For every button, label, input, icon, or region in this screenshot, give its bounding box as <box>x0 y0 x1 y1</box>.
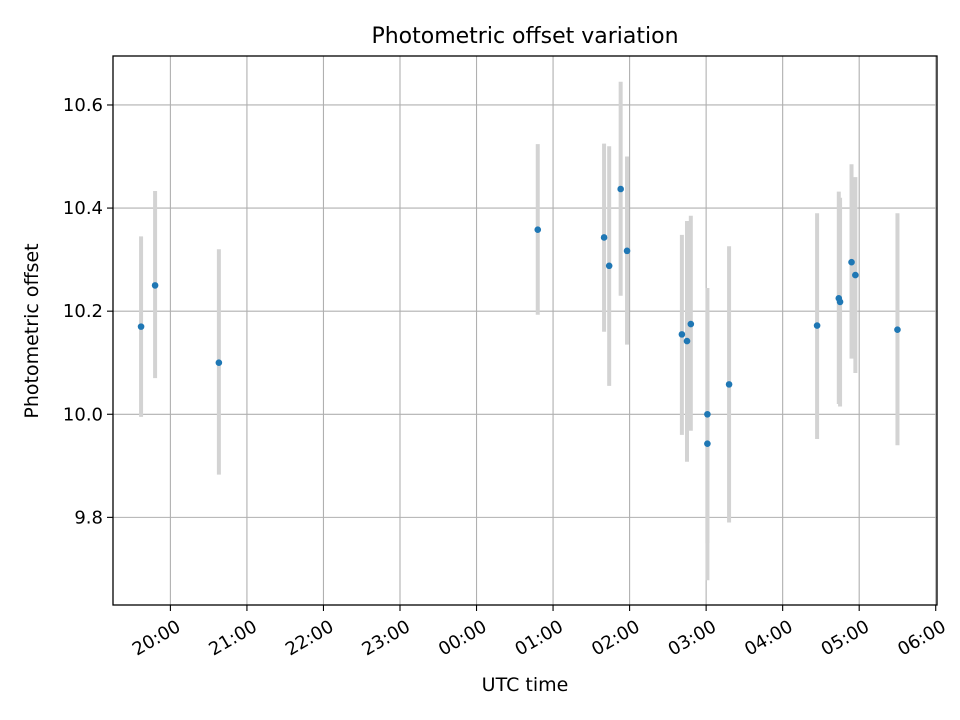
chart-title: Photometric offset variation <box>371 24 678 49</box>
gridlines <box>113 56 937 605</box>
data-point <box>137 323 145 330</box>
data-point <box>704 410 711 418</box>
data-point <box>813 322 821 329</box>
data-point <box>725 381 733 388</box>
x-axis-label: UTC time <box>482 674 569 696</box>
data-point <box>151 282 159 289</box>
y-tick-label: 10.4 <box>63 198 103 219</box>
data-point <box>687 320 695 328</box>
data-point <box>704 440 711 447</box>
data-point <box>534 226 542 234</box>
data-point <box>848 258 855 266</box>
y-axis-label: Photometric offset <box>21 243 43 418</box>
data-point <box>836 298 844 306</box>
y-tick-label: 10.6 <box>63 95 103 116</box>
data-point <box>894 326 901 334</box>
data-point <box>617 185 624 193</box>
data-point <box>683 337 691 345</box>
data-point <box>852 271 859 279</box>
data-point <box>215 359 223 367</box>
y-tick-label: 9.8 <box>74 507 103 528</box>
y-tick-label: 10.2 <box>63 301 103 322</box>
y-axis-ticks: 9.8 10.0 10.2 10.4 10.6 <box>63 95 113 528</box>
data-point <box>678 331 686 338</box>
data-point <box>600 234 608 241</box>
y-tick-label: 10.0 <box>63 404 103 425</box>
data-point <box>605 262 613 270</box>
data-point <box>623 247 631 255</box>
plot-frame <box>112 55 938 606</box>
data-points <box>137 185 901 447</box>
